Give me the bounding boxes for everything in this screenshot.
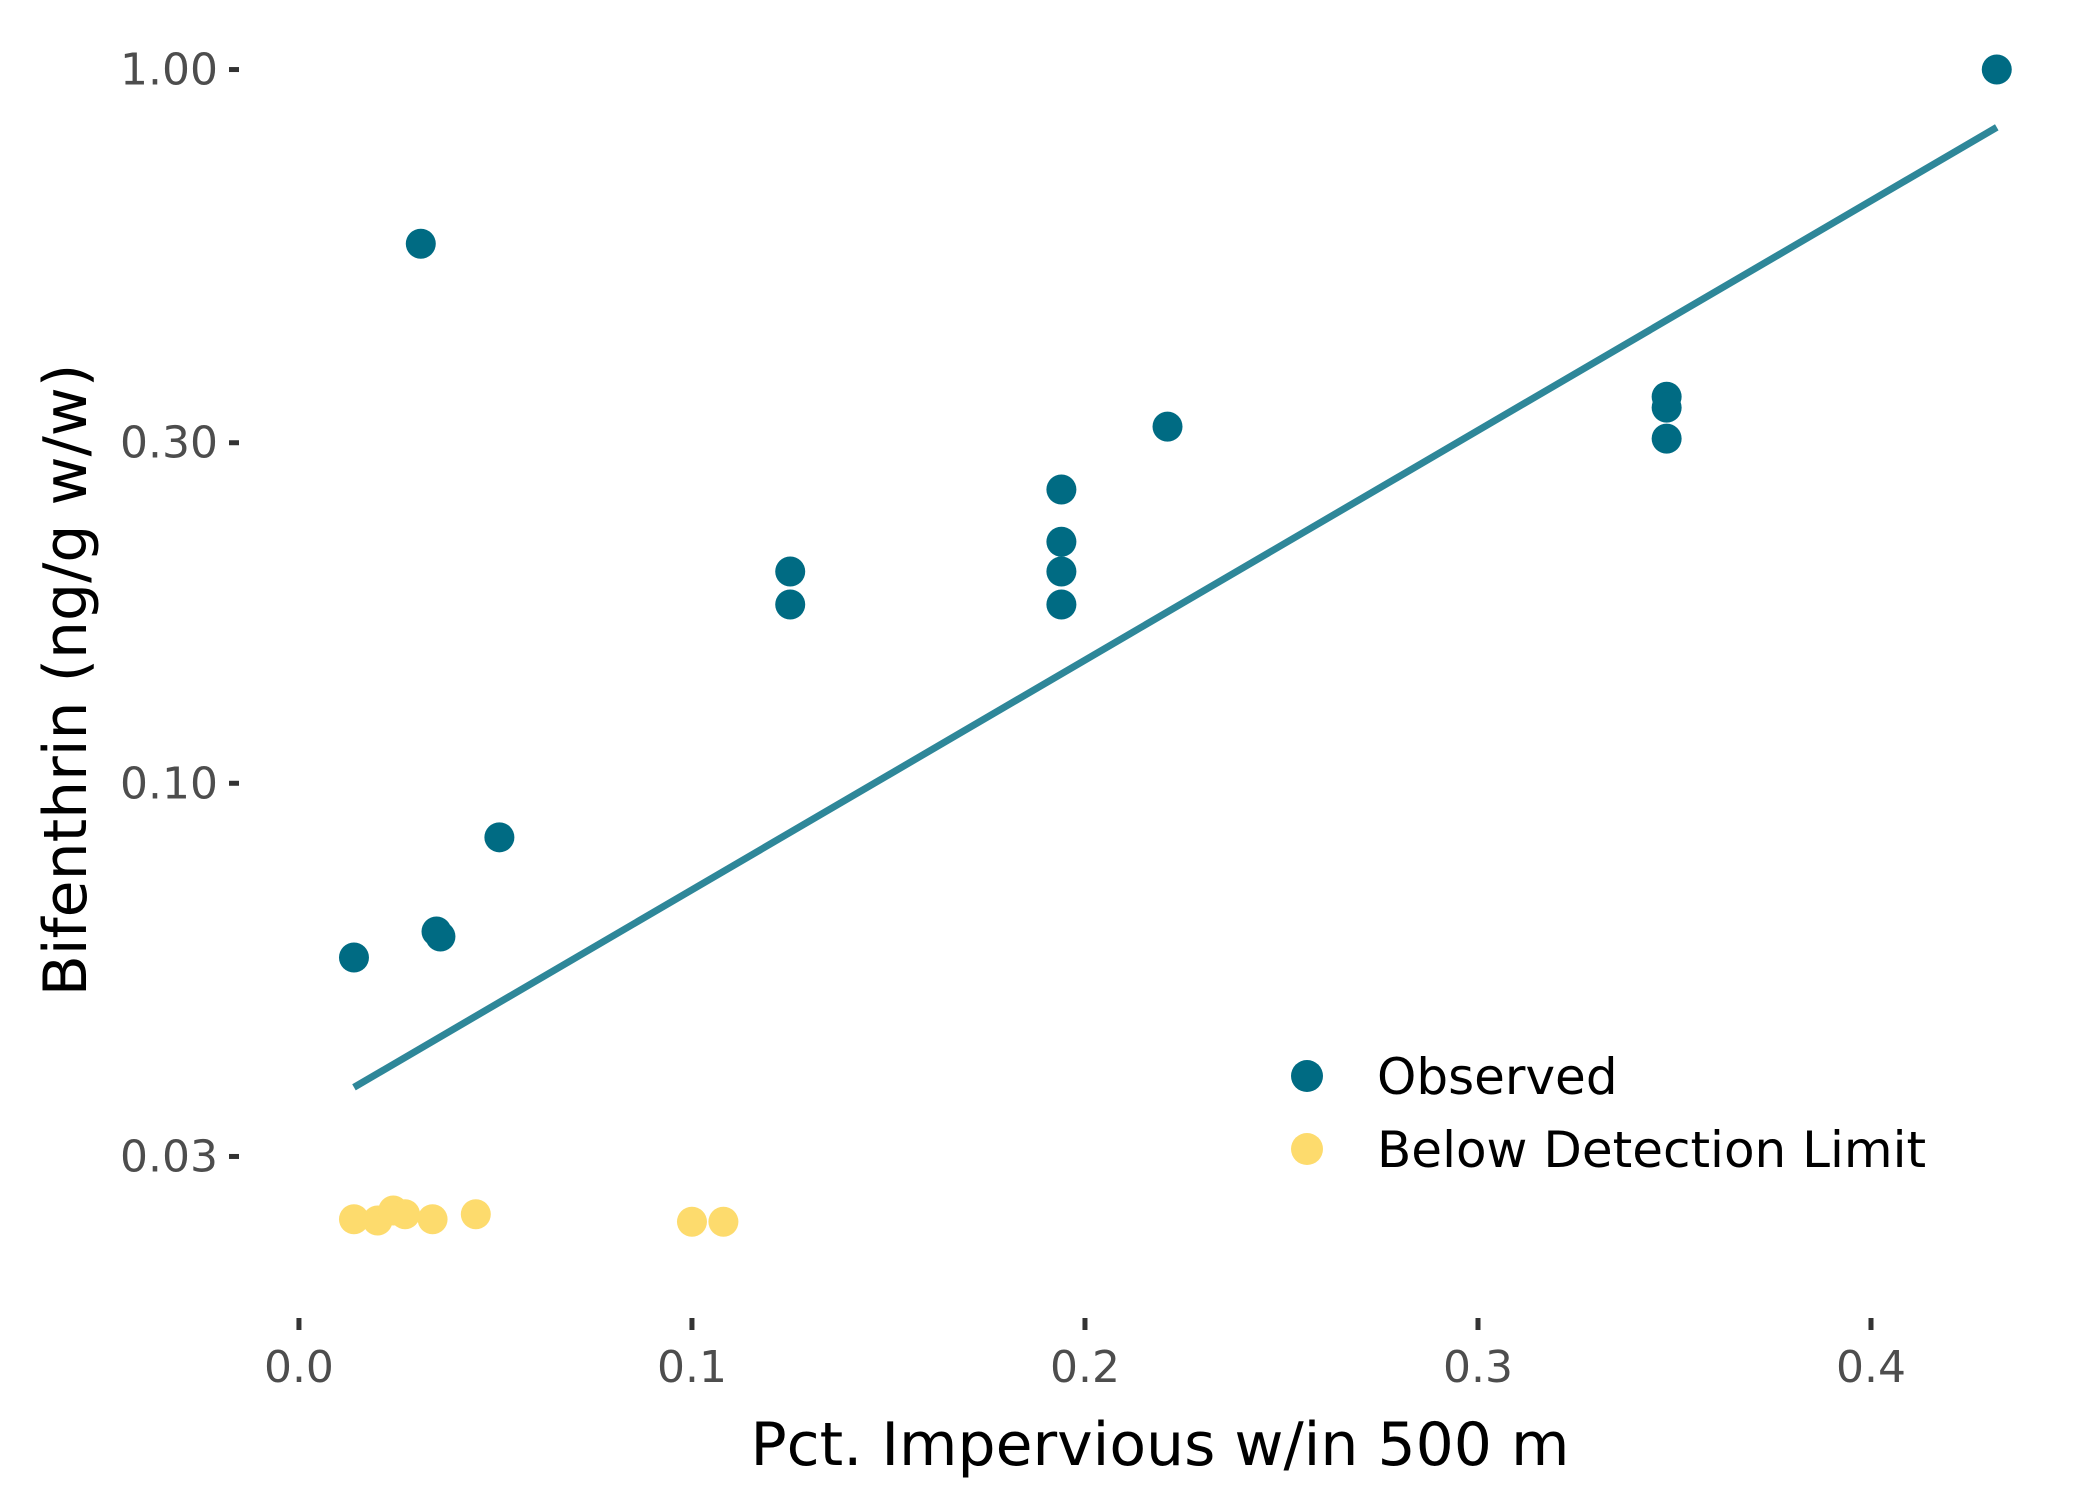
y-tick-label: 1.00	[120, 45, 218, 96]
x-axis-title: Pct. Impervious w/in 500 m	[751, 1410, 1570, 1480]
legend-label: Observed	[1377, 1048, 1618, 1106]
observed-point	[338, 942, 369, 973]
below-detection-point	[417, 1204, 448, 1235]
observed-point	[1046, 526, 1077, 557]
observed-point	[1651, 392, 1682, 423]
below-detection-point	[338, 1204, 369, 1235]
observed-point	[425, 921, 456, 952]
observed-point	[775, 589, 806, 620]
observed-point	[1046, 556, 1077, 587]
legend: Observed Below Detection Limit	[1291, 1048, 1926, 1179]
x-tick-label: 0.0	[264, 1342, 334, 1393]
y-tick-label: 0.03	[120, 1131, 218, 1182]
y-tick-label: 0.30	[120, 418, 218, 469]
x-tick-label: 0.3	[1443, 1342, 1513, 1393]
x-tick-label: 0.4	[1836, 1342, 1906, 1393]
y-tick-label: 0.10	[120, 758, 218, 809]
x-tick-label: 0.2	[1050, 1342, 1120, 1393]
below-detection-point	[390, 1199, 421, 1230]
fit-line-layer	[352, 124, 1999, 1091]
points-layer	[338, 54, 2012, 1237]
legend-key	[1291, 1133, 1323, 1165]
trend-line	[352, 124, 1999, 1091]
below-detection-point	[460, 1199, 491, 1230]
observed-point	[1046, 589, 1077, 620]
x-tick-label: 0.1	[657, 1342, 727, 1393]
observed-point	[1046, 474, 1077, 505]
observed-point	[1981, 54, 2012, 85]
y-axis-title: Bifenthrin (ng/g w/w)	[31, 364, 101, 997]
observed-point	[405, 228, 436, 259]
legend-label: Below Detection Limit	[1377, 1121, 1926, 1179]
below-detection-point	[676, 1206, 707, 1237]
x-axis: 0.0 0.1 0.2 0.3 0.4	[264, 1318, 1906, 1393]
observed-point	[1651, 423, 1682, 454]
observed-point	[484, 822, 515, 853]
observed-point	[775, 556, 806, 587]
legend-key	[1291, 1060, 1323, 1092]
below-detection-point	[708, 1206, 739, 1237]
y-axis: 1.00 0.30 0.10 0.03	[120, 45, 239, 1182]
observed-point	[1152, 411, 1183, 442]
